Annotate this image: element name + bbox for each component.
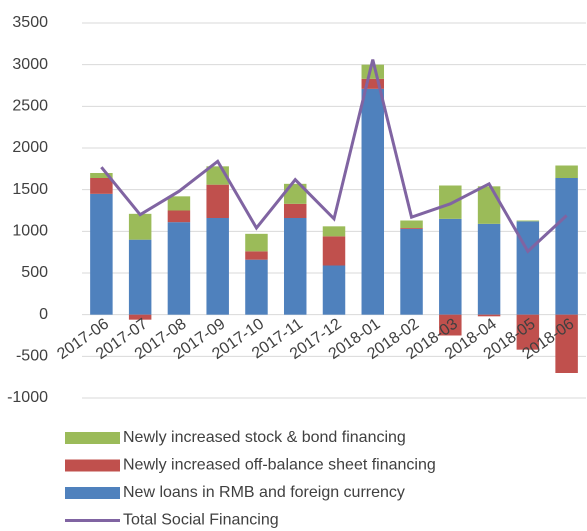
bar-segment (400, 228, 423, 229)
y-tick-label: -1000 (7, 389, 48, 406)
bar-segment (90, 193, 113, 315)
bar-segment (555, 178, 578, 315)
bar-segment (322, 226, 346, 237)
bar-segment (477, 223, 501, 315)
bar-segment (245, 259, 268, 315)
bar-segment (245, 233, 268, 252)
bar-segment (90, 178, 113, 194)
bar-segment (245, 251, 268, 260)
bar-segment (167, 210, 191, 223)
bar-segment (516, 220, 540, 222)
y-tick-label: 2000 (12, 139, 48, 156)
bar-segment (477, 186, 501, 224)
legend-label: New loans in RMB and foreign currency (123, 484, 405, 501)
y-tick-label: -500 (16, 348, 48, 365)
legend-label: Newly increased stock & bond financing (123, 429, 406, 446)
bar-segment (439, 218, 462, 315)
bar-segment (322, 236, 346, 266)
bar-segment (167, 196, 191, 211)
bar-segment (167, 222, 191, 315)
y-tick-label: 2500 (12, 98, 48, 115)
bar-segment (283, 203, 307, 218)
y-tick-label: 3000 (12, 56, 48, 73)
bar-segment (361, 88, 385, 315)
legend-swatch (65, 459, 120, 472)
legend-label: Newly increased off-balance sheet financ… (123, 457, 436, 474)
legend-swatch (65, 487, 120, 499)
bar-segment (516, 314, 540, 350)
bar-segment (400, 228, 423, 315)
bar-segment (283, 218, 307, 315)
y-tick-label: 0 (39, 306, 48, 323)
bar-segment (361, 78, 385, 89)
bar-segment (477, 314, 501, 317)
y-tick-label: 1000 (12, 223, 48, 240)
y-tick-label: 3500 (12, 14, 48, 31)
bar-segment (128, 314, 152, 320)
bar-segment (128, 239, 152, 315)
y-tick-label: 500 (21, 264, 48, 281)
bar-segment (555, 314, 578, 373)
bar-segment (400, 220, 423, 228)
bar-segment (555, 165, 578, 178)
bar-segment (206, 218, 229, 315)
bar-segment (322, 265, 346, 315)
line (100, 59, 568, 254)
bar-segment (90, 173, 113, 178)
bar-segment (206, 184, 229, 218)
y-tick-label: 1500 (12, 181, 48, 198)
bar-segment (128, 213, 152, 240)
bar-segment (439, 314, 462, 336)
legend-swatch (65, 432, 120, 444)
legend-label: Total Social Financing (123, 512, 279, 529)
bar-segment (361, 64, 385, 79)
